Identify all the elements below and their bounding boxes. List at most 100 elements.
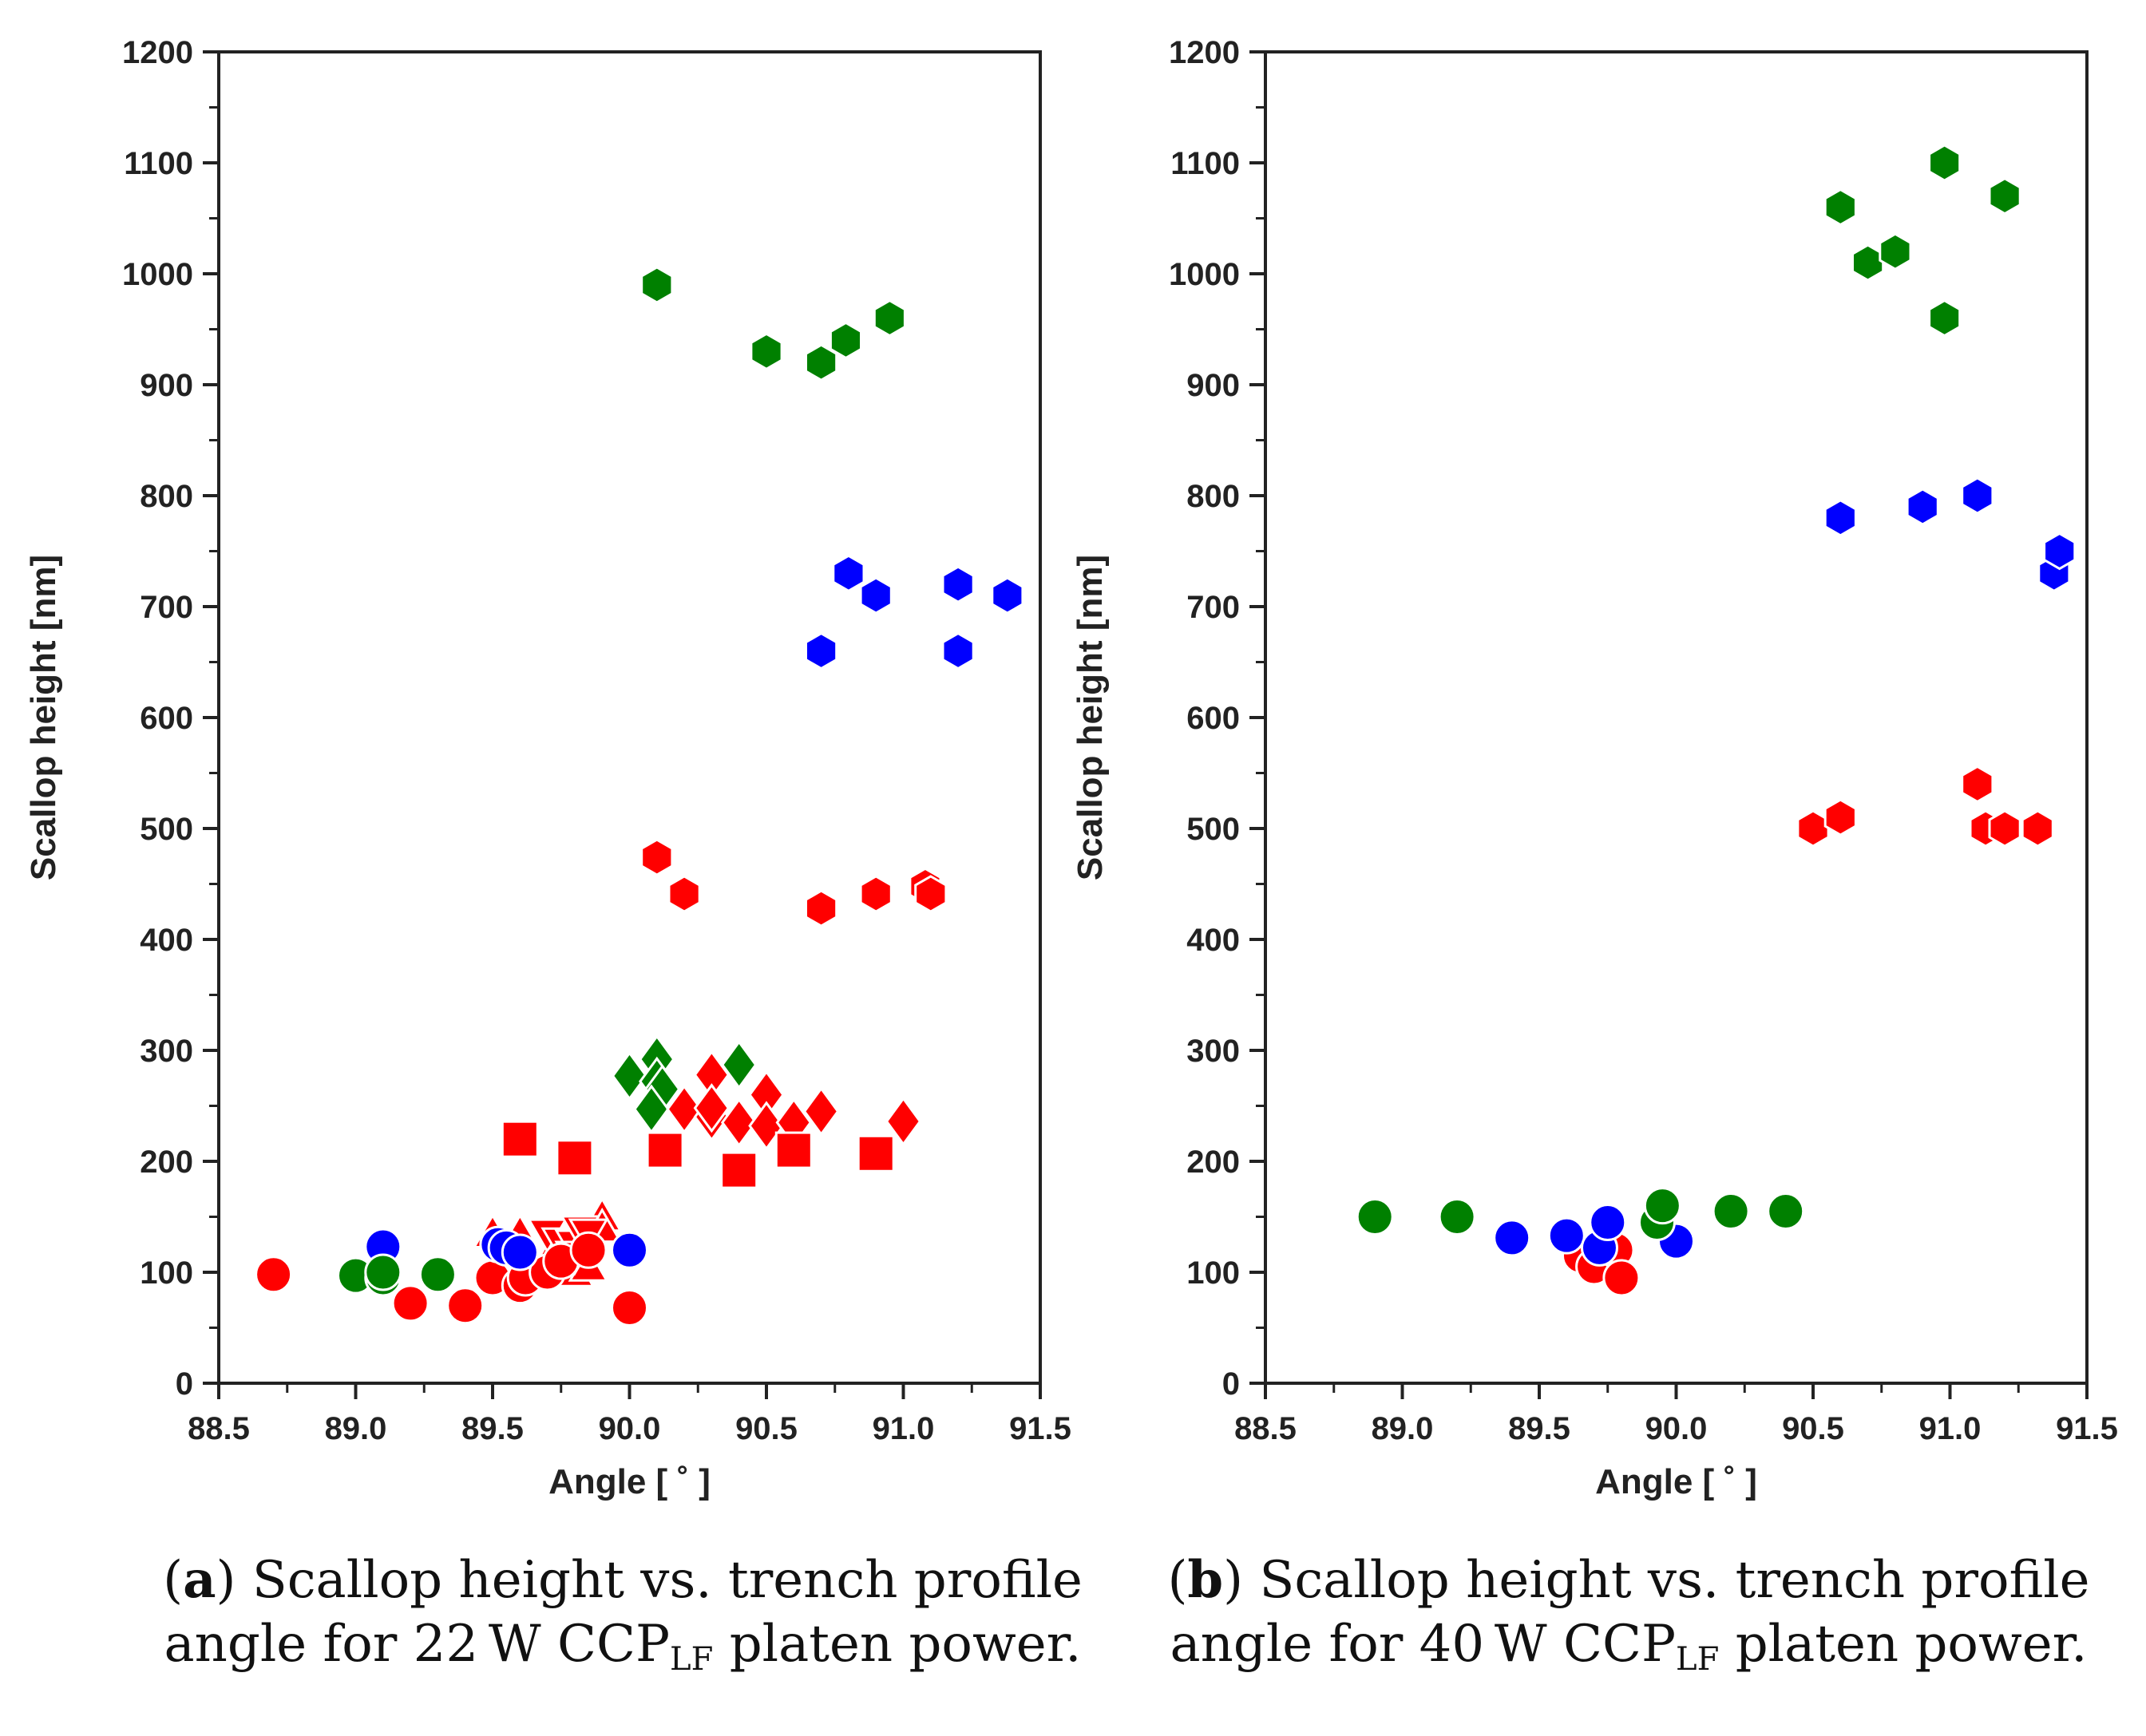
x-tick-label: 91.0 (873, 1411, 935, 1446)
data-point-green-hexagon (873, 299, 906, 338)
data-point-red-hexagon (805, 889, 838, 927)
data-point-green-circle (1438, 1198, 1476, 1236)
caption-b-subscript: LF (1676, 1641, 1720, 1679)
data-point-green-circle (418, 1256, 457, 1294)
y-tick-label: 800 (140, 479, 193, 514)
data-point-red-diamond (748, 1101, 785, 1151)
caption-b-text: Scallop height vs. trench profile angle … (1170, 1551, 2090, 1674)
data-point-red-hexagon (1796, 809, 1830, 848)
x-tick-label: 90.5 (735, 1411, 798, 1446)
y-tick-label: 0 (1222, 1366, 1240, 1402)
data-point-blue-hexagon (1823, 499, 1857, 537)
data-point-red-circle (255, 1256, 293, 1294)
y-axis-title: Scallop height [nm] (24, 555, 63, 880)
y-tick-label: 1000 (122, 257, 193, 292)
y-tick-label: 100 (140, 1256, 193, 1291)
data-point-red-diamond (720, 1097, 758, 1148)
y-tick-label: 600 (1186, 701, 1240, 736)
y-tick-label: 1100 (124, 146, 193, 181)
data-point-green-circle (1356, 1198, 1394, 1236)
data-point-green-hexagon (1928, 144, 1962, 182)
data-point-blue-hexagon (941, 631, 975, 670)
data-point-red-square (857, 1134, 895, 1172)
data-point-blue-hexagon (805, 631, 838, 670)
data-point-red-hexagon (914, 875, 948, 913)
data-point-red-square (556, 1139, 594, 1177)
data-point-green-diamond (611, 1050, 648, 1101)
data-point-red-hexagon (1823, 798, 1857, 836)
y-tick-label: 1100 (1170, 146, 1240, 181)
caption-a-label: a (183, 1550, 216, 1610)
caption-b-text-end: platen power. (1719, 1615, 2088, 1674)
data-point-green-hexagon (1879, 232, 1912, 271)
x-tick-label: 89.0 (325, 1411, 387, 1446)
data-point-red-diamond (802, 1086, 840, 1137)
plot-frame (1264, 50, 2089, 1385)
data-point-red-square (774, 1131, 813, 1169)
data-point-green-hexagon (1988, 176, 2021, 216)
y-tick-label: 900 (140, 368, 193, 403)
y-tick-label: 700 (1186, 590, 1240, 625)
data-point-blue-hexagon (1906, 488, 1939, 526)
panel-b-chart: 0 100 200 300 400 500 600 700 800 900 1000 1100 1200… (1071, 35, 2118, 1501)
data-point-green-hexagon (829, 321, 862, 360)
data-point-red-square (720, 1151, 758, 1189)
data-point-green-circle (364, 1253, 402, 1291)
x-tick-label: 88.5 (1234, 1411, 1297, 1446)
x-tick-label: 91.0 (1919, 1411, 1982, 1446)
caption-a-text: Scallop height vs. trench profile angle … (164, 1551, 1083, 1674)
x-tick-label: 89.5 (1508, 1411, 1570, 1446)
y-tick-label: 1200 (1169, 35, 1240, 70)
y-tick-label: 300 (1186, 1034, 1240, 1069)
x-tick-label: 89.5 (461, 1411, 524, 1446)
caption-b: (b) Scallop height vs. trench profile an… (1167, 1550, 2090, 1679)
data-point-green-hexagon (750, 332, 783, 371)
data-point-blue-hexagon (991, 576, 1024, 615)
y-tick-label: 500 (140, 812, 193, 847)
data-point-green-circle (1712, 1192, 1750, 1231)
data-point-blue-circle (1547, 1216, 1586, 1255)
x-tick-label: 89.0 (1372, 1411, 1434, 1446)
y-tick-label: 1200 (122, 35, 193, 70)
data-point-red-circle (1602, 1259, 1641, 1297)
x-tick-label: 90.0 (599, 1411, 661, 1446)
data-point-red-hexagon (859, 875, 893, 913)
data-point-green-diamond (720, 1039, 758, 1090)
data-point-green-circle (1643, 1187, 1681, 1225)
x-tick-label: 91.5 (1009, 1411, 1071, 1446)
data-point-red-circle (391, 1284, 430, 1323)
data-point-red-hexagon (667, 875, 701, 913)
caption-b-label: b (1187, 1550, 1224, 1610)
y-tick-label: 200 (140, 1145, 193, 1180)
y-tick-label: 300 (140, 1034, 193, 1069)
data-point-green-hexagon (640, 266, 674, 304)
data-point-red-square (501, 1120, 539, 1158)
data-point-red-circle (569, 1231, 608, 1269)
y-axis-title: Scallop height [nm] (1071, 555, 1110, 880)
data-point-red-diamond (693, 1083, 731, 1133)
x-tick-label: 91.5 (2056, 1411, 2118, 1446)
data-point-blue-circle (1589, 1203, 1627, 1241)
x-axis-title: Angle [ ˚ ] (1595, 1462, 1757, 1501)
plot-frame (217, 50, 1042, 1385)
y-tick-label: 600 (140, 701, 193, 736)
y-tick-label: 400 (140, 923, 193, 958)
data-point-red-hexagon (1961, 765, 1994, 804)
caption-a-text-end: platen power. (713, 1615, 1082, 1674)
y-tick-label: 1000 (1169, 257, 1240, 292)
data-point-red-hexagon (640, 838, 674, 876)
data-point-red-hexagon (1988, 809, 2021, 848)
x-tick-label: 90.0 (1645, 1411, 1708, 1446)
data-point-blue-hexagon (859, 576, 893, 615)
data-point-blue-circle (501, 1233, 539, 1271)
data-point-green-hexagon (1823, 188, 1857, 227)
data-point-blue-hexagon (941, 565, 975, 603)
data-point-red-diamond (666, 1084, 703, 1134)
x-axis-title: Angle [ ˚ ] (548, 1462, 711, 1501)
panel-a-chart: 0 100 200 300 400 500 600 700 800 900 1000 1100 1200… (24, 35, 1071, 1501)
data-point-green-hexagon (1851, 243, 1885, 282)
y-tick-label: 800 (1186, 479, 1240, 514)
x-tick-label: 90.5 (1782, 1411, 1844, 1446)
y-tick-label: 700 (140, 590, 193, 625)
